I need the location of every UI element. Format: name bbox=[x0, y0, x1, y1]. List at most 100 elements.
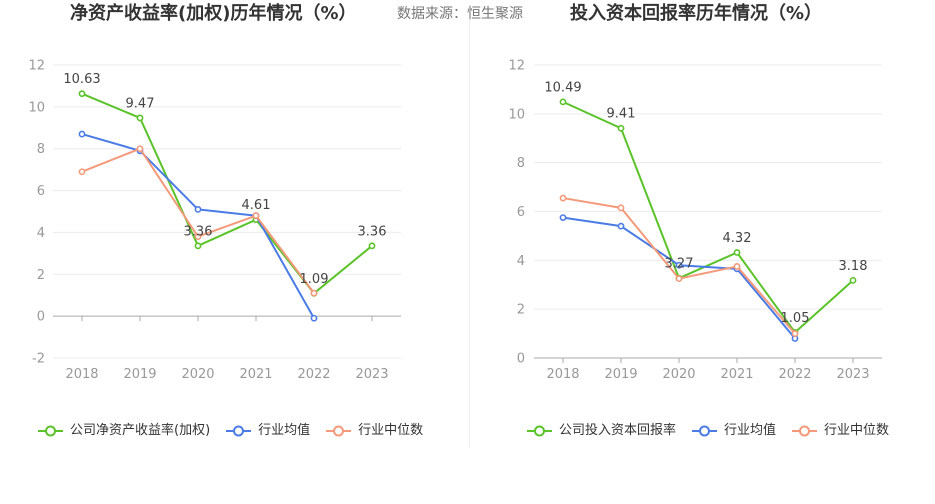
legend-label: 行业均值 bbox=[258, 423, 311, 438]
series-industry-median bbox=[559, 194, 799, 337]
data-point bbox=[617, 222, 625, 230]
y-tick-label: 4 bbox=[37, 226, 45, 241]
data-label: 3.18 bbox=[839, 259, 868, 274]
legend-line-icon bbox=[38, 425, 63, 437]
legend-item-company-roe[interactable]: 公司净资产收益率(加权) bbox=[38, 423, 210, 439]
y-tick-label: 10 bbox=[28, 100, 45, 115]
y-tick-label: 12 bbox=[508, 59, 525, 74]
legend-line-icon bbox=[226, 425, 252, 437]
chart-legend: 公司投入资本回报率 行业均值 行业中位数 bbox=[527, 423, 889, 439]
legend-item-industry-median[interactable]: 行业中位数 bbox=[792, 423, 889, 439]
data-point bbox=[368, 242, 376, 250]
x-tick-label: 2019 bbox=[604, 367, 637, 382]
legend-label: 行业中位数 bbox=[358, 423, 424, 438]
data-point bbox=[675, 275, 683, 283]
data-point bbox=[310, 289, 318, 297]
x-tick-label: 2022 bbox=[297, 367, 330, 382]
data-point bbox=[252, 212, 260, 220]
data-label: 9.41 bbox=[607, 107, 636, 122]
panel-divider bbox=[469, 20, 470, 448]
y-tick-label: 8 bbox=[37, 142, 45, 157]
legend-item-industry-median[interactable]: 行业中位数 bbox=[326, 423, 423, 439]
x-tick-label: 2023 bbox=[836, 367, 869, 382]
roe-chart-panel: 净资产收益率(加权)历年情况（%） -2 0 2 4 6 8 10 12 2018 2019 202… bbox=[28, 3, 423, 439]
y-tick-label: 4 bbox=[517, 254, 525, 269]
data-label: 1.05 bbox=[781, 311, 810, 326]
x-tick-label: 2020 bbox=[662, 367, 695, 382]
data-labels: 10.49 9.41 3.27 4.32 1.05 3.18 bbox=[544, 80, 867, 325]
roe-line-chart: -2 0 2 4 6 8 10 12 2018 2019 2020 2021 2022 2023 10.63… bbox=[28, 59, 401, 382]
data-label: 10.49 bbox=[544, 80, 581, 95]
chart-legend: 公司净资产收益率(加权) 行业均值 行业中位数 bbox=[38, 423, 423, 439]
data-point bbox=[78, 168, 86, 176]
y-tick-label: 6 bbox=[517, 205, 525, 220]
legend-line-icon bbox=[792, 425, 818, 437]
data-point bbox=[559, 194, 567, 202]
y-tick-label: 0 bbox=[37, 310, 45, 325]
data-point bbox=[78, 130, 86, 138]
series-company bbox=[559, 98, 857, 336]
legend-line-icon bbox=[527, 425, 552, 437]
y-tick-label: -2 bbox=[32, 352, 45, 367]
data-label: 3.36 bbox=[358, 224, 387, 239]
data-point bbox=[791, 330, 799, 337]
data-point bbox=[559, 214, 567, 222]
grid bbox=[534, 64, 882, 310]
data-label: 10.63 bbox=[63, 72, 100, 87]
series-line-company bbox=[81, 92, 373, 295]
y-tick-label: 10 bbox=[508, 107, 525, 122]
data-point bbox=[136, 145, 144, 153]
y-tick-label: 2 bbox=[517, 303, 525, 318]
y-tick-label: 8 bbox=[517, 156, 525, 171]
roic-chart-panel: 投入资本回报率历年情况（%） 0 2 4 6 8 10 12 2018 2019 2020 2021… bbox=[468, 0, 935, 504]
series-company bbox=[78, 90, 376, 297]
data-point bbox=[559, 98, 567, 106]
grid bbox=[53, 64, 401, 359]
data-label: 4.32 bbox=[723, 231, 752, 246]
data-point bbox=[675, 261, 683, 269]
data-point bbox=[310, 314, 318, 322]
x-tick-label: 2022 bbox=[778, 367, 811, 382]
legend-line-icon bbox=[692, 425, 718, 437]
x-tick-label: 2021 bbox=[239, 367, 272, 382]
legend-label: 公司投入资本回报率 bbox=[559, 423, 677, 438]
legend-label: 行业均值 bbox=[724, 423, 777, 438]
x-tick-label: 2018 bbox=[65, 367, 98, 382]
y-tick-label: 2 bbox=[37, 268, 45, 283]
x-tick-label: 2018 bbox=[546, 367, 579, 382]
data-point bbox=[194, 242, 202, 250]
series-industry-median bbox=[78, 145, 318, 297]
x-tick-label: 2023 bbox=[355, 367, 388, 382]
data-point bbox=[78, 90, 86, 98]
legend-line-icon bbox=[326, 425, 352, 437]
data-label: 4.61 bbox=[242, 198, 271, 213]
roic-line-chart: 0 2 4 6 8 10 12 2018 2019 2020 2021 2022 2023 10.49 9.… bbox=[508, 59, 882, 382]
data-point bbox=[136, 114, 144, 122]
data-point bbox=[849, 276, 857, 284]
data-point bbox=[617, 124, 625, 132]
chart-title: 投入资本回报率历年情况（%） bbox=[570, 3, 823, 24]
data-point bbox=[733, 249, 741, 256]
x-tick-label: 2020 bbox=[181, 367, 214, 382]
data-source-note: 数据来源：恒生聚源 bbox=[397, 6, 523, 22]
series-line-industry-median bbox=[81, 147, 315, 294]
data-point bbox=[194, 206, 202, 213]
data-point bbox=[617, 204, 625, 212]
x-tick-label: 2019 bbox=[123, 367, 156, 382]
y-tick-label: 12 bbox=[28, 59, 45, 74]
data-labels: 10.63 9.47 3.36 4.61 1.09 3.36 bbox=[63, 72, 386, 287]
x-tick-label: 2021 bbox=[720, 367, 753, 382]
data-point bbox=[733, 263, 741, 270]
data-label: 1.09 bbox=[300, 272, 329, 287]
legend-label: 公司净资产收益率(加权) bbox=[70, 423, 211, 438]
legend-item-industry-mean[interactable]: 行业均值 bbox=[692, 423, 776, 439]
legend-item-company-roic[interactable]: 公司投入资本回报率 bbox=[527, 423, 676, 439]
y-tick-label: 6 bbox=[37, 184, 45, 199]
data-label: 3.36 bbox=[184, 224, 213, 239]
chart-title: 净资产收益率(加权)历年情况（%） bbox=[70, 3, 357, 24]
y-tick-label: 0 bbox=[517, 352, 525, 367]
legend-item-industry-mean[interactable]: 行业均值 bbox=[226, 423, 310, 439]
data-label: 3.27 bbox=[665, 257, 694, 272]
data-label: 9.47 bbox=[126, 96, 155, 111]
